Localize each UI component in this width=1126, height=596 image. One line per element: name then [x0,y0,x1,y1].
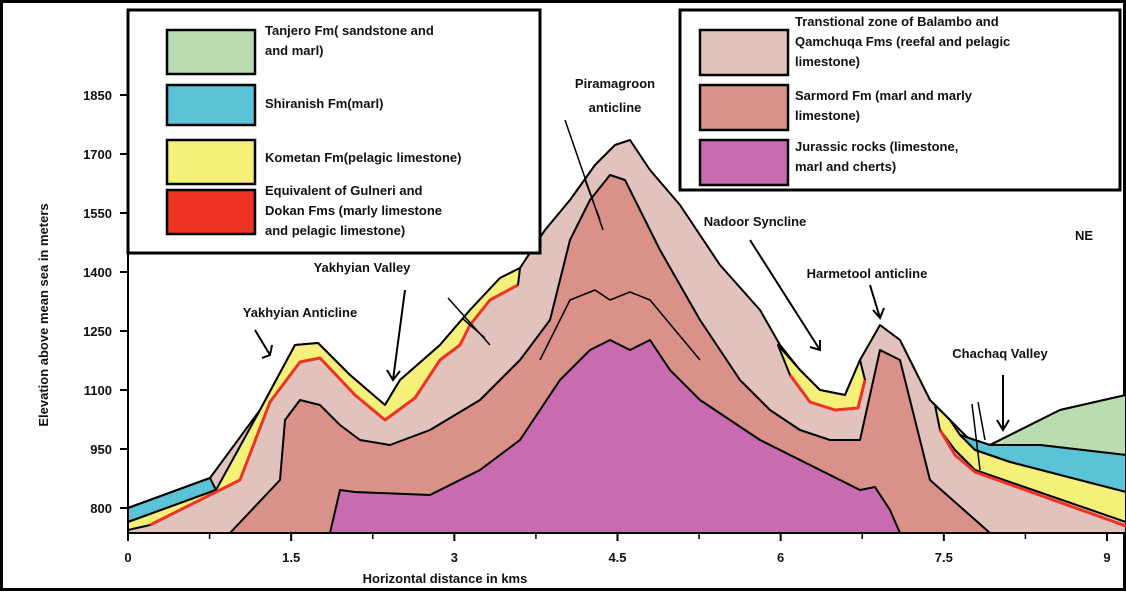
x-tick-label: 3 [451,550,458,565]
y-tick-label: 1250 [83,324,112,339]
annotation: Yakhyian Valley [314,260,412,275]
legend-label: Transtional zone of Balambo and [795,14,999,29]
legend-label: Jurassic rocks (limestone, [795,139,958,154]
y-tick-label: 1550 [83,206,112,221]
y-tick-label: 1100 [84,383,112,398]
legend-label: Equivalent of Gulneri and [265,183,423,198]
annotation: Yakhyian Anticline [243,305,357,320]
legend-label: Sarmord Fm (marl and marly [795,88,973,103]
x-tick-label: 9 [1103,550,1110,565]
annotation: NE [1075,228,1093,243]
y-tick-label: 950 [90,442,112,457]
x-tick-label: 7.5 [935,550,953,565]
legend-label: Tanjero Fm( sandstone and [265,23,434,38]
annotation: Nadoor Syncline [704,214,807,229]
legend-swatch [700,30,788,75]
legend-swatch [700,85,788,130]
legend-label: and marl) [265,43,324,58]
legend-label: limestone) [795,54,860,69]
legend-swatch [167,190,255,234]
annotation: anticline [589,100,642,115]
legend-label: Kometan Fm(pelagic limestone) [265,150,461,165]
legend-label: and pelagic limestone) [265,223,405,238]
y-tick-label: 1400 [83,265,112,280]
x-tick-label: 0 [124,550,131,565]
legend-label: marl and cherts) [795,159,896,174]
x-tick-label: 4.5 [608,550,626,565]
legend-swatch [167,140,255,184]
annotation: Harmetool anticline [807,266,928,281]
legend-swatch [167,85,255,125]
x-tick-label: 6 [777,550,784,565]
x-axis-label: Horizontal distance in kms [363,571,528,586]
annotation: Piramagroon [575,76,655,91]
x-tick-label: 1.5 [282,550,300,565]
legend-swatch [167,30,255,74]
y-axis-label: Elevation above mean sea in meters [36,203,51,426]
legend-label: limestone) [795,108,860,123]
legend-swatch [700,140,788,185]
y-tick-label: 1700 [83,147,112,162]
y-tick-label: 800 [90,501,112,516]
legend-label: Dokan Fms (marly limestone [265,203,442,218]
cross-section: Elevation above mean sea in meters Horiz… [0,0,1126,591]
legend-label: Qamchuqa Fms (reefal and pelagic [795,34,1010,49]
annotation: Chachaq Valley [952,346,1048,361]
y-tick-label: 1850 [83,88,112,103]
legend-label: Shiranish Fm(marl) [265,96,383,111]
